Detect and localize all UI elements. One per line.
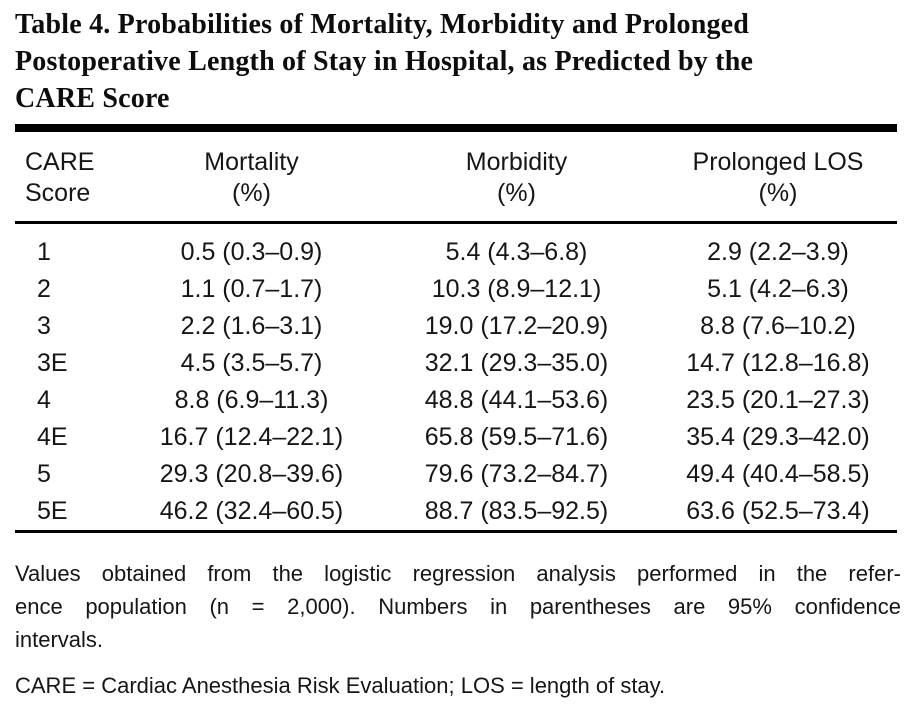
cell-score: 5 bbox=[37, 460, 51, 488]
cell-mortality: 2.2 (1.6–3.1) bbox=[180, 312, 323, 340]
cell-morbidity: 10.3 (8.9–12.1) bbox=[431, 275, 602, 303]
cell-prolonged-los: 5.1 (4.2–6.3) bbox=[707, 275, 849, 303]
header-care-score-line-1: CARE bbox=[25, 148, 95, 176]
cell-prolonged-los: 2.9 (2.2–3.9) bbox=[707, 238, 849, 266]
cell-score: 1 bbox=[37, 238, 51, 266]
cell-mortality: 46.2 (32.4–60.5) bbox=[159, 497, 344, 525]
cell-morbidity: 48.8 (44.1–53.6) bbox=[424, 386, 609, 414]
header-morbidity-line-1: Morbidity bbox=[465, 148, 568, 176]
table-row-score-3: 3 2.2 (1.6–3.1) 19.0 (17.2–20.9) 8.8 (7.… bbox=[15, 308, 897, 345]
header-care-score-line-2: Score bbox=[25, 179, 91, 207]
table-caption: Table 4. Probabilities of Mortality, Mor… bbox=[15, 6, 902, 117]
cell-mortality: 1.1 (0.7–1.7) bbox=[180, 275, 323, 303]
cell-prolonged-los: 63.6 (52.5–73.4) bbox=[686, 497, 870, 525]
footnote-values-line-3: intervals. bbox=[15, 627, 104, 652]
table-body: 1 0.5 (0.3–0.9) 5.4 (4.3–6.8) 2.9 (2.2–3… bbox=[15, 223, 897, 532]
care-score-probability-table: CARE Score Mortality (%) Morbidity (%) P… bbox=[15, 124, 897, 533]
cell-mortality: 8.8 (6.9–11.3) bbox=[174, 386, 329, 414]
cell-score: 5E bbox=[37, 497, 68, 525]
header-prolonged-los-line-1: Prolonged LOS bbox=[692, 148, 864, 176]
header-care-score: CARE Score bbox=[15, 128, 129, 224]
table-caption-line-1: Table 4. Probabilities of Mortality, Mor… bbox=[15, 9, 750, 40]
header-prolonged-los-line-2: (%) bbox=[758, 179, 798, 207]
cell-mortality: 4.5 (3.5–5.7) bbox=[180, 349, 323, 377]
cell-score: 2 bbox=[37, 275, 51, 303]
cell-prolonged-los: 35.4 (29.3–42.0) bbox=[686, 423, 870, 451]
table-row-score-4E: 4E 16.7 (12.4–22.1) 65.8 (59.5–71.6) 35.… bbox=[15, 419, 897, 456]
table-row-score-5E: 5E 46.2 (32.4–60.5) 88.7 (83.5–92.5) 63.… bbox=[15, 493, 897, 532]
cell-score: 4 bbox=[37, 386, 51, 414]
cell-prolonged-los: 14.7 (12.8–16.8) bbox=[686, 349, 870, 377]
table-row-score-3E: 3E 4.5 (3.5–5.7) 32.1 (29.3–35.0) 14.7 (… bbox=[15, 345, 897, 382]
cell-prolonged-los: 8.8 (7.6–10.2) bbox=[700, 312, 856, 340]
cell-score: 4E bbox=[37, 423, 68, 451]
header-mortality: Mortality (%) bbox=[129, 128, 374, 224]
header-mortality-line-1: Mortality bbox=[204, 148, 299, 176]
cell-morbidity: 79.6 (73.2–84.7) bbox=[424, 460, 609, 488]
header-morbidity-line-2: (%) bbox=[497, 179, 536, 207]
cell-morbidity: 19.0 (17.2–20.9) bbox=[424, 312, 609, 340]
cell-score: 3E bbox=[37, 349, 68, 377]
cell-mortality: 0.5 (0.3–0.9) bbox=[180, 238, 323, 266]
footnote-values-note: Values obtained from the logistic regres… bbox=[15, 557, 901, 656]
table-row-score-4: 4 8.8 (6.9–11.3) 48.8 (44.1–53.6) 23.5 (… bbox=[15, 382, 897, 419]
footnote-values-line-2: ence population (n = 2,000). Numbers in … bbox=[15, 594, 901, 619]
cell-morbidity: 5.4 (4.3–6.8) bbox=[445, 238, 588, 266]
footnote-values-line-1: Values obtained from the logistic regres… bbox=[15, 561, 901, 586]
cell-morbidity: 32.1 (29.3–35.0) bbox=[424, 349, 609, 377]
cell-morbidity: 65.8 (59.5–71.6) bbox=[424, 423, 609, 451]
header-row: CARE Score Mortality (%) Morbidity (%) P… bbox=[15, 128, 897, 224]
table-row-score-1: 1 0.5 (0.3–0.9) 5.4 (4.3–6.8) 2.9 (2.2–3… bbox=[15, 223, 897, 272]
table-header: CARE Score Mortality (%) Morbidity (%) P… bbox=[15, 128, 897, 224]
cell-morbidity: 88.7 (83.5–92.5) bbox=[424, 497, 609, 525]
header-prolonged-los: Prolonged LOS (%) bbox=[659, 128, 897, 224]
cell-prolonged-los: 23.5 (20.1–27.3) bbox=[686, 386, 870, 414]
header-mortality-line-2: (%) bbox=[232, 179, 271, 207]
table-row-score-2: 2 1.1 (0.7–1.7) 10.3 (8.9–12.1) 5.1 (4.2… bbox=[15, 271, 897, 308]
table-row-score-5: 5 29.3 (20.8–39.6) 79.6 (73.2–84.7) 49.4… bbox=[15, 456, 897, 493]
cell-score: 3 bbox=[37, 312, 51, 340]
table-footnotes: Values obtained from the logistic regres… bbox=[15, 557, 901, 702]
cell-mortality: 16.7 (12.4–22.1) bbox=[159, 423, 344, 451]
table-caption-line-3: CARE Score bbox=[15, 83, 170, 114]
footnote-abbreviations: CARE = Cardiac Anesthesia Risk Evaluatio… bbox=[15, 673, 666, 698]
header-morbidity: Morbidity (%) bbox=[374, 128, 659, 224]
cell-prolonged-los: 49.4 (40.4–58.5) bbox=[686, 460, 870, 488]
cell-mortality: 29.3 (20.8–39.6) bbox=[159, 460, 344, 488]
table-caption-line-2: Postoperative Length of Stay in Hospital… bbox=[15, 46, 754, 77]
